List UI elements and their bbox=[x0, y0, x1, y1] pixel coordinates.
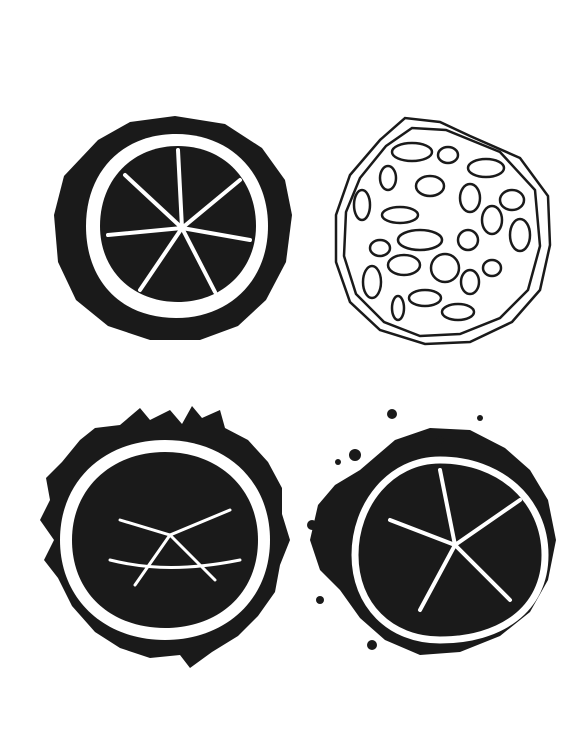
seed bbox=[466, 157, 506, 179]
splatter bbox=[436, 436, 444, 444]
rind-outline bbox=[334, 116, 552, 346]
seed bbox=[390, 294, 406, 322]
seed bbox=[459, 268, 481, 296]
seed bbox=[368, 238, 392, 258]
seed bbox=[440, 302, 476, 322]
pomegranate-outline bbox=[334, 116, 552, 346]
seed bbox=[352, 188, 372, 222]
seed bbox=[396, 228, 444, 252]
membranes bbox=[388, 468, 522, 612]
splatter bbox=[387, 409, 397, 419]
splatter bbox=[349, 449, 361, 461]
splatter bbox=[307, 520, 317, 530]
rind bbox=[310, 428, 556, 655]
pomegranate-solid bbox=[54, 116, 292, 340]
seed bbox=[390, 141, 434, 163]
seed bbox=[456, 228, 480, 252]
membranes bbox=[108, 508, 242, 587]
rind-inner-outline bbox=[342, 126, 542, 338]
membrane bbox=[108, 558, 242, 569]
seed bbox=[480, 204, 504, 236]
pith-ring bbox=[351, 456, 549, 644]
membrane bbox=[123, 173, 184, 230]
seed bbox=[498, 188, 526, 212]
membrane bbox=[180, 226, 217, 294]
seed bbox=[481, 258, 503, 278]
seed bbox=[407, 288, 443, 308]
seed bbox=[386, 253, 422, 277]
seed bbox=[429, 252, 461, 284]
splatter bbox=[335, 459, 341, 465]
membrane bbox=[133, 533, 172, 587]
membrane bbox=[138, 226, 184, 292]
membrane bbox=[388, 518, 457, 547]
pomegranate-splatter bbox=[307, 409, 556, 655]
seed bbox=[436, 145, 460, 165]
seed bbox=[380, 205, 420, 225]
seed bbox=[414, 174, 446, 198]
seed bbox=[458, 182, 482, 214]
splatter bbox=[316, 596, 324, 604]
membrane bbox=[106, 226, 184, 237]
membrane bbox=[180, 226, 252, 242]
membrane bbox=[453, 543, 512, 602]
membrane bbox=[168, 533, 217, 582]
membrane bbox=[418, 543, 457, 612]
membranes bbox=[106, 148, 252, 294]
seed bbox=[508, 217, 532, 253]
pomegranate-spiky bbox=[40, 406, 290, 668]
splatter bbox=[477, 415, 483, 421]
seed bbox=[378, 164, 398, 192]
splatter bbox=[367, 640, 377, 650]
seed bbox=[361, 264, 383, 300]
